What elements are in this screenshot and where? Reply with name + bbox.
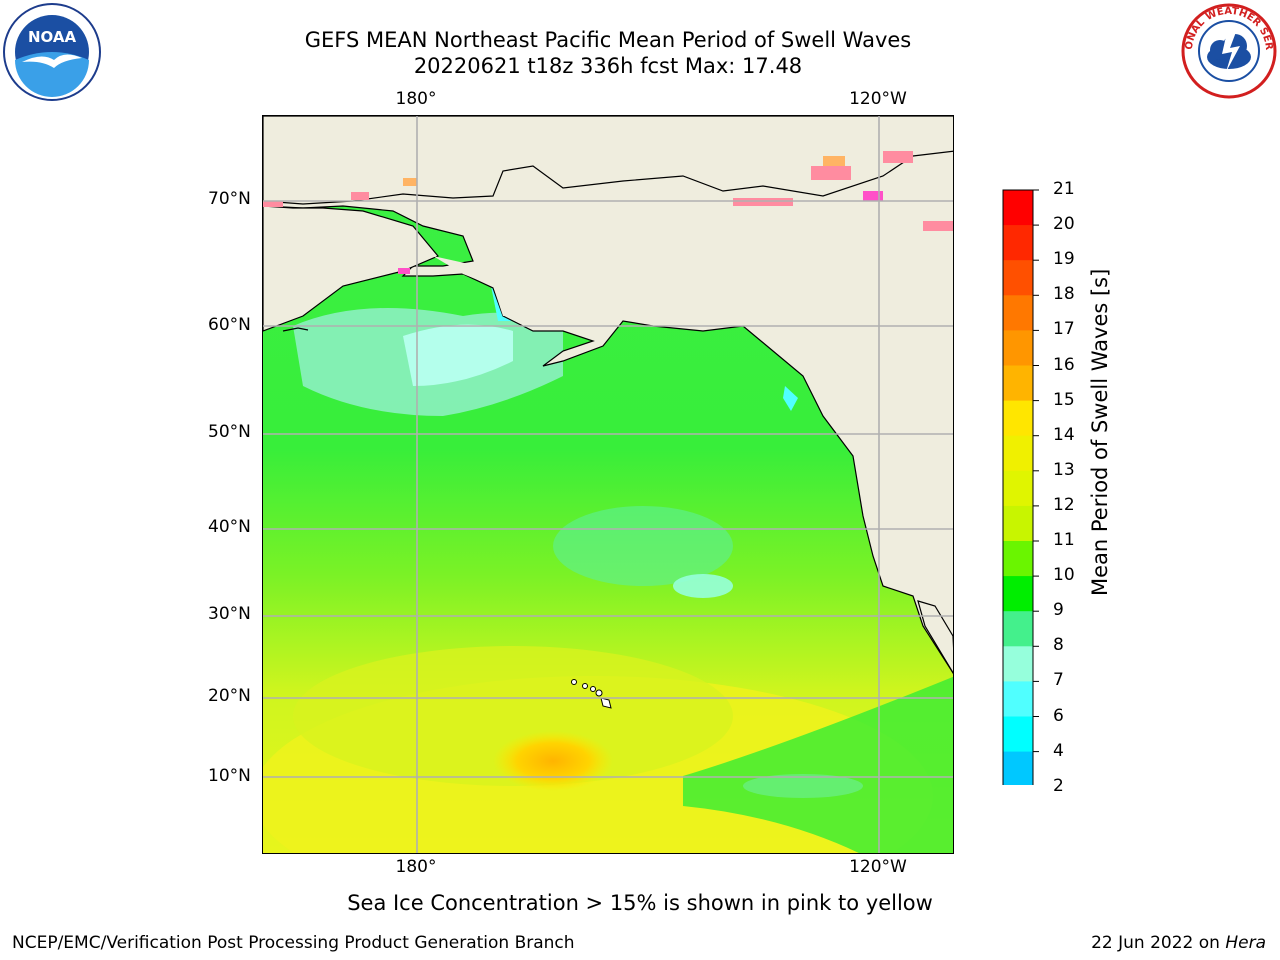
land-alaska-canada [263,116,953,674]
map-panel [262,115,954,854]
hawaii-islands [571,679,612,709]
noaa-logo-text: NOAA [28,28,77,46]
colorbar-tick-label: 4 [1053,740,1064,761]
colorbar-tick-label: 10 [1053,565,1075,586]
lon-label-top-180: 180° [395,89,437,109]
colorbar-segment [1003,470,1033,507]
colorbar-tick-label: 11 [1053,530,1075,550]
colorbar-segment [1003,365,1033,402]
colorbar-segment [1003,751,1033,785]
colorbar-tick-label: 12 [1053,494,1075,515]
sea-ice-patches [263,151,953,274]
date-text: 22 Jun 2022 on [1091,933,1220,953]
green-east-strip [683,676,953,853]
colorbar-tick-label: 6 [1053,705,1064,726]
colorbar [1002,189,1039,785]
aleutian-islands [282,327,309,332]
graticule [263,116,953,853]
lat-label-70n: 70°N [208,189,251,209]
lat-label-20n: 20°N [208,686,251,706]
colorbar-segment [1003,435,1033,472]
colorbar-tick-label: 7 [1053,670,1064,691]
date-line: 22 Jun 2022 on Hera [1091,933,1266,953]
chart-subtitle: 20220621 t18z 336h fcst Max: 17.48 [413,54,803,78]
salish-cyan [783,386,798,411]
colorbar-segment [1003,400,1033,437]
lon-label-top-120w: 120°W [849,89,907,109]
noaa-logo: NOAA [2,2,102,106]
sea-ice-note: Sea Ice Concentration > 15% is shown in … [347,891,933,915]
colorbar-segment [1003,716,1033,753]
colorbar-tick-label: 17 [1053,319,1075,340]
lat-label-60n: 60°N [208,315,251,335]
colorbar-tick-label: 21 [1053,179,1075,199]
colorbar-tick-label: 8 [1053,635,1064,656]
mint-mid-patch [553,506,733,586]
credit-line: NCEP/EMC/Verification Post Processing Pr… [12,933,575,953]
colorbar-segment [1003,611,1033,647]
colorbar-segment [1003,190,1033,226]
mint-mid-patch-2 [673,574,733,598]
colorbar-title: Mean Period of Swell Waves [s] [1088,268,1112,596]
colorbar-tick-label: 13 [1053,459,1075,480]
machine-name: Hera [1225,933,1266,953]
colorbar-tick-label: 19 [1053,249,1075,270]
orange-blob [493,731,613,791]
lat-label-30n: 30°N [208,604,251,624]
lat-label-10n: 10°N [208,766,251,786]
colorbar-outline [1002,189,1034,785]
mint-patch-south [743,774,863,798]
colorbar-tick-label: 9 [1053,600,1064,621]
colorbar-tick-label: 2 [1053,775,1064,796]
colorbar-segment [1003,260,1033,296]
colorbar-tick-label: 20 [1053,214,1075,235]
nws-logo: NATIONAL WEATHER SERVICE [1176,0,1278,104]
colorbar-tick-label: 15 [1053,389,1075,410]
colorbar-segment [1003,541,1033,577]
map-svg [263,116,953,853]
yellow-band-2 [293,646,733,786]
colorbar-tick-label: 14 [1053,424,1075,445]
colorbar-segment [1003,646,1033,682]
colorbar-segment [1003,576,1033,612]
lat-label-40n: 40°N [208,517,251,537]
land-alaska-west [263,205,439,332]
colorbar-tick-label: 16 [1053,354,1075,375]
lon-label-bottom-120w: 120°W [849,857,907,877]
land-alaska-interior [433,256,563,316]
colorbar-segment [1003,225,1033,261]
colorbar-segment [1003,330,1033,366]
lon-label-bottom-180: 180° [395,857,437,877]
lightcyan-core [403,324,513,386]
land-baja [917,600,953,674]
colorbar-segment [1003,295,1033,331]
chart-title: GEFS MEAN Northeast Pacific Mean Period … [304,28,912,52]
colorbar-segment [1003,681,1033,717]
colorbar-tick-label: 18 [1053,284,1075,305]
colorbar-segment [1003,505,1033,542]
lat-label-50n: 50°N [208,422,251,442]
